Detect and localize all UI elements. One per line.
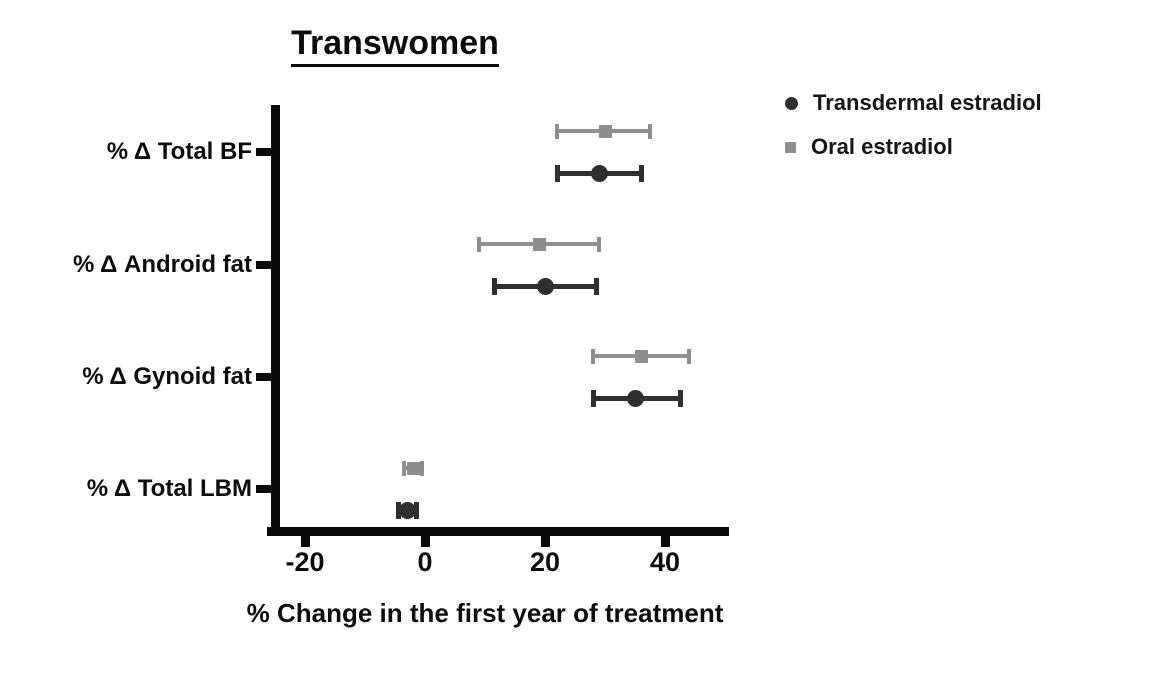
error-bar-cap xyxy=(491,277,497,295)
x-tick-label: 40 xyxy=(649,547,681,577)
category-label: % Δ Total BF xyxy=(106,138,252,165)
data-point-marker xyxy=(398,501,416,519)
error-bar-cap xyxy=(597,236,601,252)
category-label: % Δ Android fat xyxy=(72,251,252,278)
x-axis-line xyxy=(267,527,729,536)
y-tick xyxy=(256,261,271,269)
x-tick-label: 0 xyxy=(417,547,433,577)
category-label: % Δ Total LBM xyxy=(86,475,252,502)
x-tick xyxy=(660,536,670,547)
chart-title: Transwomen xyxy=(270,24,520,67)
error-bar-cap xyxy=(420,460,424,476)
y-tick xyxy=(256,485,271,493)
error-bar-cap xyxy=(687,348,691,364)
y-tick xyxy=(256,373,271,381)
data-point-marker xyxy=(406,461,420,475)
legend-item-oral: Oral estradiol xyxy=(785,131,1042,163)
data-point-marker xyxy=(634,349,648,363)
error-bar-cap xyxy=(638,164,644,182)
error-bar-cap xyxy=(413,501,419,519)
error-bar-cap xyxy=(677,389,683,407)
error-bar-cap xyxy=(593,277,599,295)
error-bar-cap xyxy=(395,501,401,519)
chart-title-text: Transwomen xyxy=(291,24,499,67)
legend-label: Transdermal estradiol xyxy=(813,90,1042,115)
category-label: % Δ Gynoid fat xyxy=(82,363,252,390)
data-point-marker xyxy=(590,164,608,182)
legend: Transdermal estradiol Oral estradiol xyxy=(785,87,1042,163)
error-bar-cap xyxy=(555,123,559,139)
x-axis-title: % Change in the first year of treatment xyxy=(246,598,724,628)
data-point-marker xyxy=(626,389,644,407)
circle-marker-icon xyxy=(785,96,798,110)
x-tick-label: 20 xyxy=(529,547,561,577)
x-tick-label: -20 xyxy=(285,547,325,577)
y-axis-line xyxy=(271,105,280,536)
error-bar-cap xyxy=(590,389,596,407)
error-bar-cap xyxy=(402,460,406,476)
legend-label: Oral estradiol xyxy=(811,134,953,159)
x-tick xyxy=(420,536,430,547)
data-point-marker xyxy=(598,124,612,138)
error-bar-cap xyxy=(477,236,481,252)
error-bar-cap xyxy=(554,164,560,182)
x-tick xyxy=(300,536,310,547)
square-marker-icon xyxy=(785,141,796,153)
y-tick xyxy=(256,148,271,156)
data-point-marker xyxy=(532,237,546,251)
error-bar-cap xyxy=(591,348,595,364)
x-tick xyxy=(540,536,550,547)
data-point-marker xyxy=(536,277,554,295)
error-bar-cap xyxy=(648,123,652,139)
legend-item-transdermal: Transdermal estradiol xyxy=(785,87,1042,119)
